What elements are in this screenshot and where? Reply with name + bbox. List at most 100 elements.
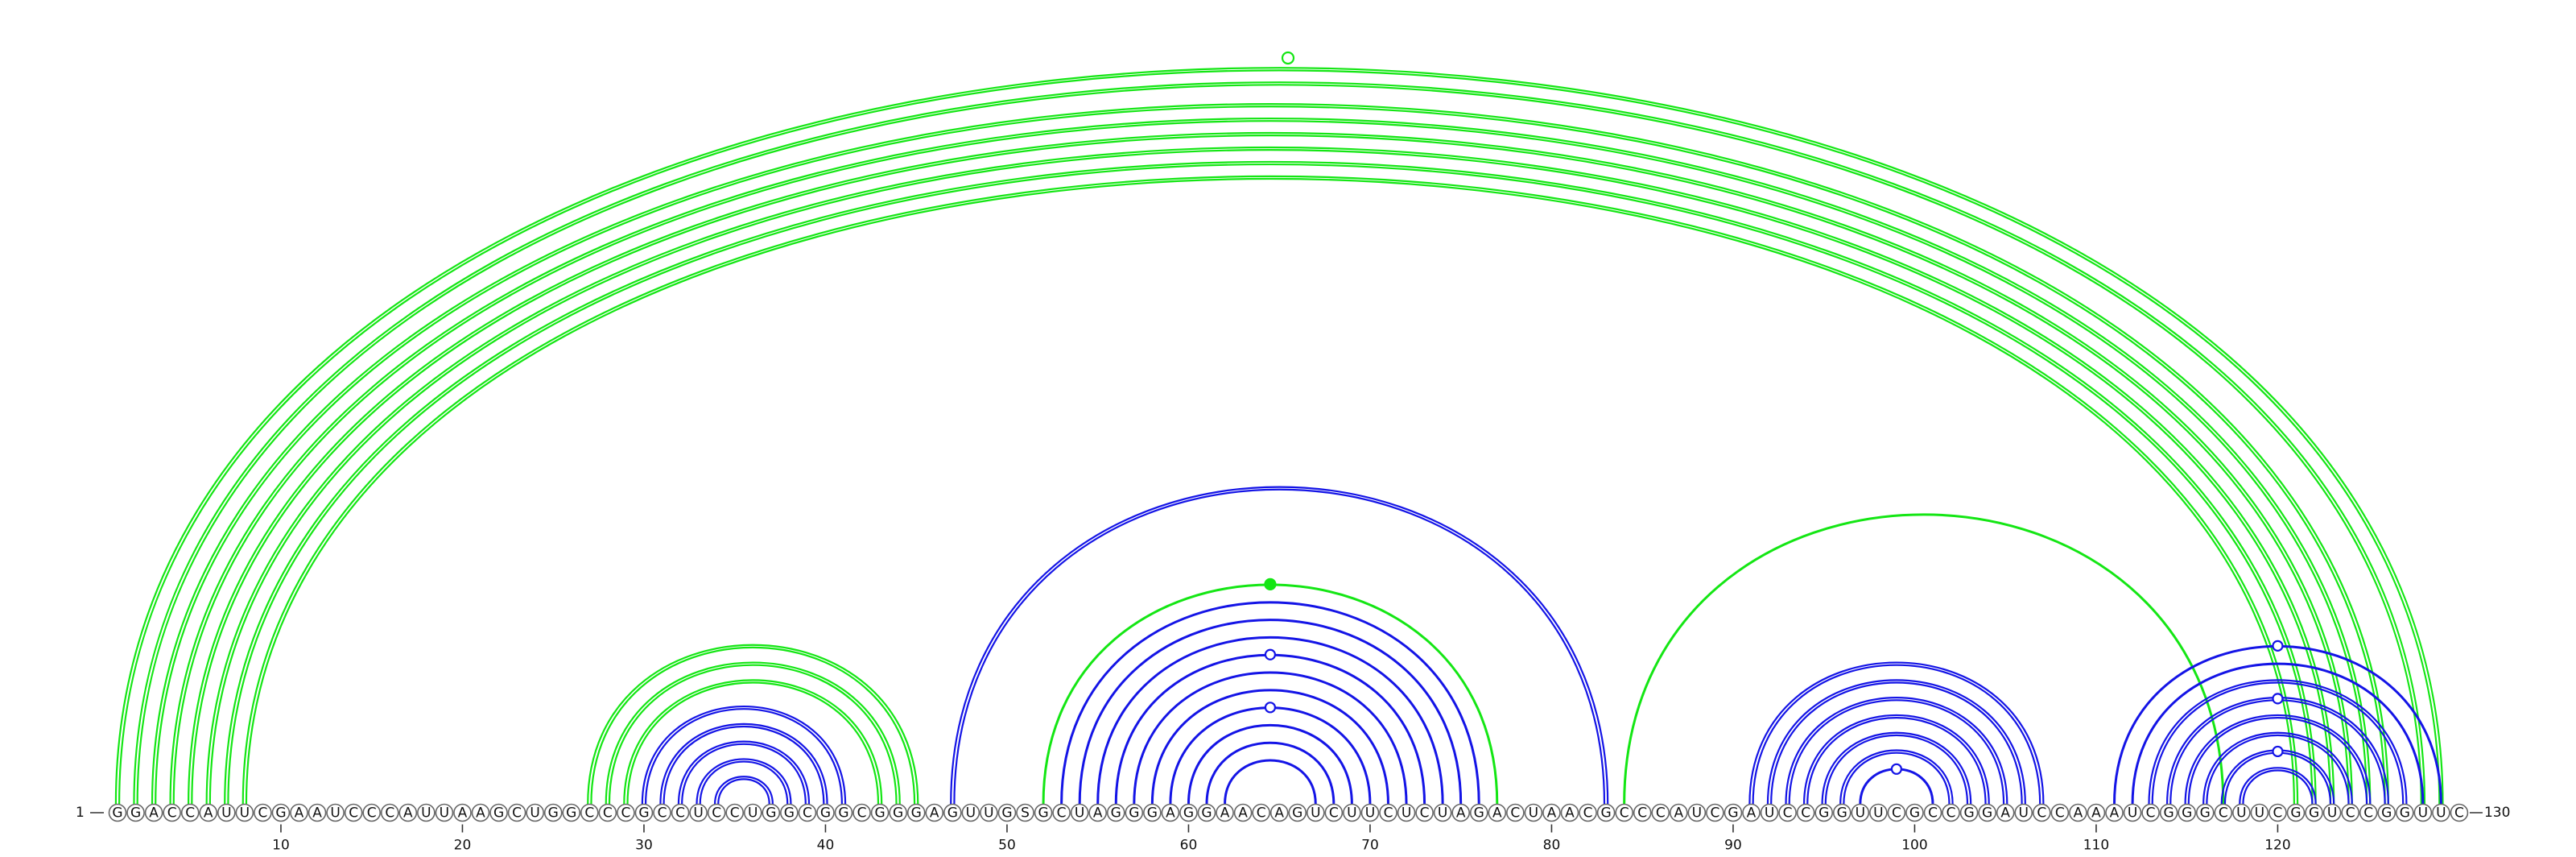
nucleotide-59: A — [1161, 803, 1180, 822]
nucleotide-letter: A — [1274, 805, 1284, 822]
nucleotide-85: C — [1633, 803, 1652, 822]
nucleotide-119: U — [2250, 803, 2269, 822]
nucleotide-letter: C — [367, 805, 377, 822]
nucleotide-84: C — [1615, 803, 1633, 822]
nucleotide-letter: C — [1384, 805, 1393, 822]
base-pair-arc-29-43-strand-2 — [626, 681, 880, 805]
nucleotide-91: A — [1742, 803, 1761, 822]
tick-label-20: 20 — [454, 838, 472, 854]
nucleotide-28: C — [598, 803, 617, 822]
nucleotide-letter: A — [1492, 805, 1502, 822]
nucleotide-40: G — [816, 803, 835, 822]
nucleotide-letter: A — [1565, 805, 1575, 822]
nucleotide-127: G — [2396, 803, 2414, 822]
nucleotide-letter: C — [1329, 805, 1339, 822]
nucleotide-letter: C — [2146, 805, 2156, 822]
tick-label-10: 10 — [272, 838, 290, 854]
nucleotide-letter: G — [130, 805, 141, 822]
base-pair-arc-61-68 — [1205, 741, 1335, 805]
nucleotide-letter: G — [638, 805, 649, 822]
nucleotide-65: A — [1269, 803, 1289, 822]
nucleotide-letter: G — [548, 805, 559, 822]
nucleotide-letter: U — [2255, 805, 2264, 822]
base-pair-arc-1-129-strand-1 — [114, 67, 2444, 805]
nucleotide-89: C — [1706, 803, 1724, 822]
nucleotide-letter: U — [1438, 805, 1447, 822]
nucleotide-letter: C — [1892, 805, 1901, 822]
base-pair-arc-7-122-strand-1 — [224, 160, 2317, 805]
base-pair-arc-47-83-strand-2 — [953, 488, 1606, 805]
tick-label-30: 30 — [635, 838, 653, 854]
nucleotide-letter: C — [185, 805, 195, 822]
nucleotide-letter: C — [1946, 805, 1956, 822]
nucleotide-61: G — [1197, 803, 1216, 822]
tick-label-90: 90 — [1724, 838, 1742, 854]
nucleotide-58: G — [1143, 803, 1162, 822]
nucleotide-110: A — [2087, 803, 2106, 822]
base-pair-arc-84-117 — [1623, 513, 2225, 805]
nucleotide-2: G — [126, 803, 145, 822]
nucleotide-38: G — [780, 803, 799, 822]
nucleotide-5: C — [180, 803, 200, 822]
nucleotide-74: U — [1433, 803, 1452, 822]
nucleotide-letter: A — [204, 805, 213, 822]
nucleotide-18: U — [417, 803, 436, 822]
base-pair-arc-3-126-strand-1 — [151, 103, 2389, 805]
nucleotide-letter: C — [2346, 805, 2355, 822]
base-pair-arc-8-121-strand-2 — [245, 177, 2295, 805]
base-pair-arc-60-69 — [1187, 723, 1353, 805]
nucleotide-39: C — [798, 803, 817, 822]
nucleotide-letter: C — [730, 805, 740, 822]
nucleotide-letter: G — [893, 805, 903, 822]
nucleotide-111: A — [2105, 803, 2124, 822]
tick-label-100: 100 — [1901, 838, 1927, 854]
nucleotide-109: A — [2069, 803, 2087, 822]
nucleotide-letter: A — [295, 805, 304, 822]
nucleotide-66: G — [1288, 803, 1307, 822]
nucleotide-letter: G — [2381, 805, 2392, 822]
base-pair-arc-5-124-strand-1 — [188, 132, 2353, 805]
base-pair-arc-2-128-strand-1 — [133, 81, 2426, 805]
base-pair-arc-4-125-strand-1 — [169, 118, 2372, 805]
nucleotide-letter: G — [1183, 805, 1194, 822]
nucleotide-letter: U — [2418, 805, 2428, 822]
nucleotide-letter: C — [349, 805, 358, 822]
nucleotide-letter: U — [240, 805, 250, 822]
nucleotide-36: U — [743, 803, 762, 822]
nucleotide-112: U — [2123, 803, 2142, 822]
base-pair-arc-93-105-strand-2 — [1788, 699, 2005, 805]
nucleotide-letter: G — [1147, 805, 1158, 822]
base-pair-arc-94-104-strand-2 — [1806, 717, 1987, 805]
nucleotide-51: S — [1016, 803, 1034, 822]
nucleotide-126: G — [2377, 803, 2396, 822]
nucleotide-letter: C — [1420, 805, 1430, 822]
nucleotide-125: C — [2359, 803, 2378, 822]
nucleotide-96: G — [1832, 803, 1852, 822]
nucleotide-letter: C — [2363, 805, 2373, 822]
nucleotide-letter: U — [966, 805, 976, 822]
nucleotide-letter: G — [2164, 805, 2174, 822]
nucleotide-90: G — [1724, 803, 1743, 822]
nucleotide-letter: C — [603, 805, 613, 822]
tick-label-40: 40 — [817, 838, 835, 854]
nucleotide-letter: A — [1456, 805, 1466, 822]
nucleotide-98: U — [1869, 803, 1888, 822]
nucleotide-letter: U — [1529, 805, 1538, 822]
nucleotide-letter: G — [766, 805, 776, 822]
nucleotide-letter: G — [911, 805, 922, 822]
nucleotide-letter: C — [584, 805, 594, 822]
nucleotide-27: C — [580, 803, 599, 822]
nucleotide-24: U — [526, 803, 544, 822]
nucleotide-letter: A — [2091, 805, 2101, 822]
nucleotide-letter: G — [566, 805, 576, 822]
nucleotide-letter: C — [658, 805, 667, 822]
base-pair-arc-3-126-strand-2 — [155, 106, 2386, 805]
nucleotide-93: C — [1778, 803, 1797, 822]
nucleotide-letter: G — [784, 805, 795, 822]
nucleotide-60: G — [1179, 803, 1198, 822]
base-pair-arc-91-107-strand-2 — [1752, 664, 2041, 805]
nucleotide-79: U — [1524, 803, 1543, 822]
nucleotide-14: C — [344, 803, 363, 822]
nucleotide-49: U — [980, 803, 998, 822]
